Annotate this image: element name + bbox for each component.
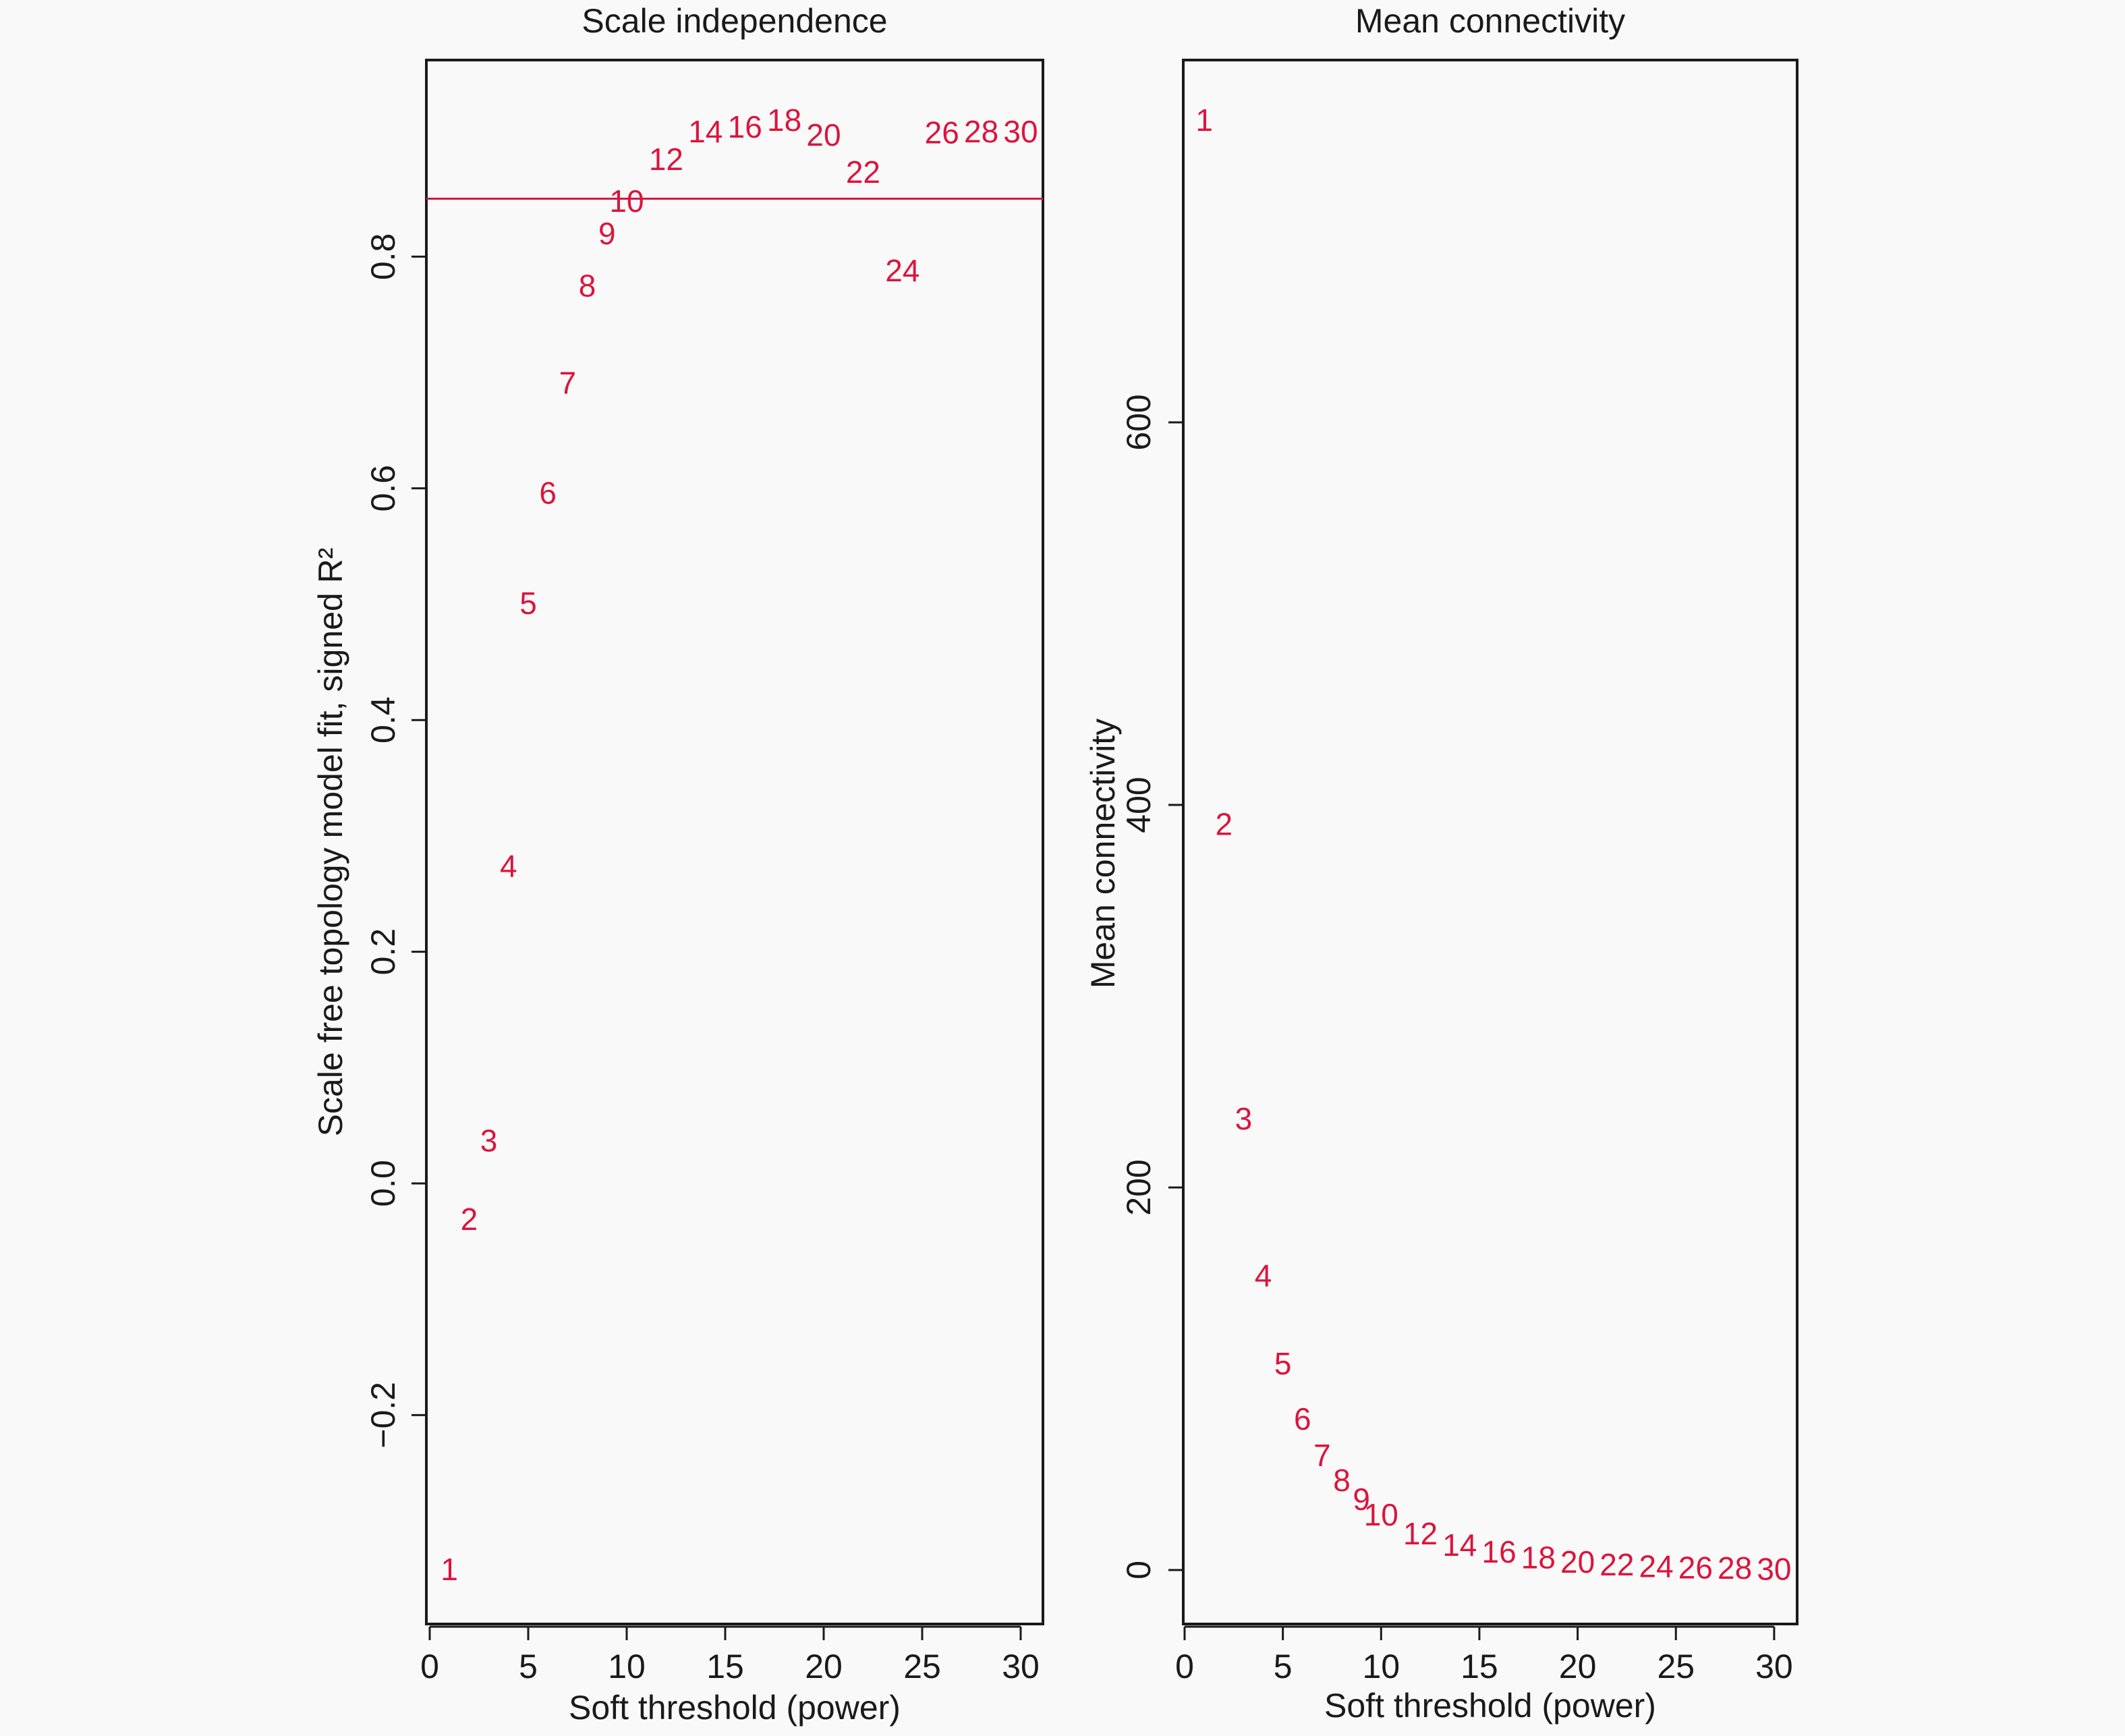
x-tick-label: 20 — [805, 1648, 843, 1685]
y-axis-label: Scale free topology model fit, signed R² — [312, 548, 349, 1137]
x-tick-label: 5 — [1274, 1648, 1293, 1685]
data-point-label: 5 — [1274, 1346, 1292, 1381]
data-point-label: 12 — [1403, 1516, 1438, 1551]
data-point-label: 26 — [925, 115, 959, 150]
data-point-label: 3 — [1235, 1101, 1253, 1136]
data-point-label: 8 — [1333, 1463, 1351, 1498]
x-axis-label: Soft threshold (power) — [1324, 1687, 1656, 1725]
data-point-label: 28 — [1718, 1550, 1752, 1586]
y-tick-label: −0.2 — [364, 1382, 402, 1449]
panel-mean-connectivity: Mean connectivity 0 5 10 15 20 25 30 020040060… — [1084, 2, 1798, 1725]
y-tick-label: 0.6 — [364, 465, 402, 512]
data-point-label: 6 — [539, 476, 557, 511]
data-point-label: 14 — [688, 114, 722, 149]
data-point-label: 24 — [1639, 1548, 1674, 1584]
y-tick-label: 0 — [1120, 1561, 1158, 1579]
data-point-label: 9 — [1353, 1482, 1370, 1517]
x-tick-label: 0 — [420, 1648, 439, 1685]
data-point-label: 9 — [598, 216, 616, 251]
data-point-label: 10 — [1364, 1497, 1398, 1532]
data-point-label: 1 — [441, 1552, 458, 1587]
data-point-label: 16 — [1481, 1534, 1516, 1569]
data-point-label: 7 — [1313, 1438, 1331, 1473]
data-point-label: 10 — [609, 184, 644, 219]
data-point-label: 14 — [1442, 1528, 1477, 1563]
data-point-label: 4 — [500, 849, 517, 884]
plot-frame — [425, 59, 1044, 1625]
x-tick-label: 25 — [903, 1648, 941, 1685]
panel-scale-independence: Scale independence 0 5 10 15 20 25 30 −0.20.00… — [312, 2, 1044, 1727]
chart-title: Mean connectivity — [1355, 2, 1625, 40]
data-point-label: 7 — [559, 366, 577, 401]
x-tick-label: 20 — [1559, 1648, 1597, 1685]
x-tick-label: 30 — [1755, 1648, 1793, 1685]
y-tick-label: 0.2 — [364, 928, 402, 976]
data-point-label: 1 — [1195, 103, 1213, 138]
data-point-label: 24 — [885, 253, 919, 288]
x-tick-label: 0 — [1175, 1648, 1194, 1685]
data-point-label: 2 — [461, 1202, 478, 1237]
y-tick-label: 0.8 — [364, 233, 402, 281]
x-tick-label: 10 — [608, 1648, 646, 1685]
data-point-label: 3 — [480, 1123, 498, 1158]
y-axis-label: Mean connectivity — [1084, 719, 1122, 988]
y-tick-label: 200 — [1120, 1159, 1158, 1215]
data-point-label: 2 — [1215, 806, 1232, 841]
data-point-label: 6 — [1294, 1401, 1311, 1436]
data-point-label: 8 — [579, 268, 596, 303]
x-tick-label: 10 — [1362, 1648, 1400, 1685]
data-point-label: 20 — [1560, 1544, 1595, 1579]
data-point-label: 12 — [649, 142, 683, 177]
data-point-label: 30 — [1757, 1552, 1791, 1587]
data-point-label: 22 — [1599, 1547, 1634, 1582]
x-tick-label: 15 — [1461, 1648, 1498, 1685]
x-tick-label: 25 — [1657, 1648, 1695, 1685]
y-tick-label: 0.4 — [364, 696, 402, 744]
x-tick-label: 30 — [1002, 1648, 1040, 1685]
data-point-label: 20 — [806, 117, 841, 152]
data-point-label: 26 — [1678, 1550, 1713, 1586]
data-point-label: 5 — [519, 586, 537, 621]
y-tick-label: 600 — [1120, 394, 1158, 450]
data-point-label: 18 — [1521, 1540, 1556, 1575]
y-tick-label: 400 — [1120, 777, 1158, 833]
x-axis-label: Soft threshold (power) — [569, 1689, 901, 1727]
x-tick-label: 5 — [519, 1648, 538, 1685]
data-point-label: 16 — [728, 109, 762, 144]
data-point-label: 18 — [767, 103, 801, 138]
data-point-label: 28 — [964, 114, 998, 149]
chart-title: Scale independence — [582, 2, 887, 40]
data-point-label: 4 — [1255, 1258, 1272, 1293]
x-tick-label: 15 — [706, 1648, 744, 1685]
data-point-label: 30 — [1003, 114, 1038, 149]
plot-frame — [1182, 59, 1798, 1625]
y-tick-label: 0.0 — [364, 1160, 402, 1207]
data-point-label: 22 — [846, 155, 880, 190]
